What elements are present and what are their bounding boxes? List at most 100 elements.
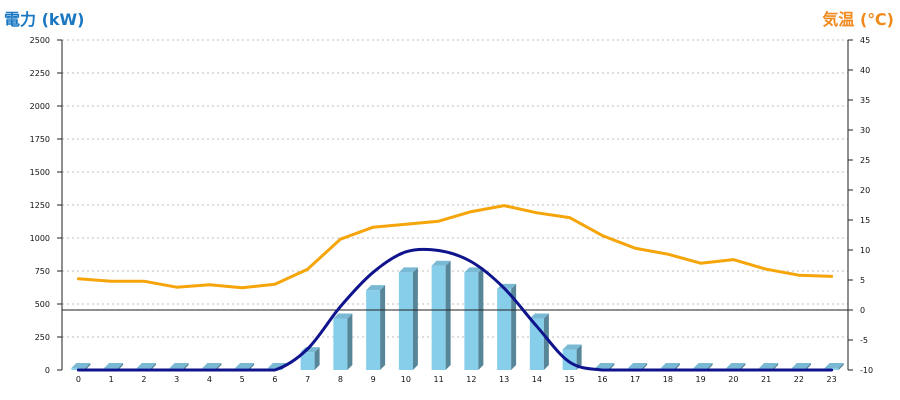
bar-top xyxy=(104,363,124,369)
x-axis-tick-label: 10 xyxy=(401,375,411,384)
bar-side xyxy=(543,313,549,370)
right-axis-tick-label: 35 xyxy=(860,96,870,105)
x-axis-tick-label: 11 xyxy=(434,375,444,384)
bar-side xyxy=(805,363,811,370)
bar-side xyxy=(249,363,255,370)
bar xyxy=(398,272,413,370)
generation-line xyxy=(76,247,834,372)
bar xyxy=(300,352,315,370)
bar-top xyxy=(628,363,648,369)
x-axis-tick-label: 19 xyxy=(696,375,706,384)
bar-side xyxy=(412,267,418,370)
bar-top xyxy=(136,363,156,369)
x-axis-tick-label: 3 xyxy=(174,375,179,384)
bar-side xyxy=(380,285,386,370)
bar-side xyxy=(838,363,844,370)
bar-top xyxy=(71,363,91,369)
bar xyxy=(497,288,512,370)
bar-top xyxy=(693,363,713,369)
left-axis-title: 電力 (kW) xyxy=(4,10,85,29)
right-axis-tick-label: 40 xyxy=(860,66,870,75)
bar-side xyxy=(445,260,451,370)
x-axis-tick-label: 22 xyxy=(794,375,804,384)
bar-side xyxy=(314,347,320,370)
bar-top xyxy=(595,363,615,369)
left-axis-tick-label: 0 xyxy=(45,366,50,375)
right-axis-tick-label: 10 xyxy=(860,246,870,255)
x-axis-tick-label: 15 xyxy=(565,375,575,384)
bar-top xyxy=(824,363,844,369)
left-axis-tick-label: 1000 xyxy=(30,234,50,243)
bar-side xyxy=(773,363,779,370)
left-axis-tick-label: 2500 xyxy=(30,36,50,45)
x-axis-tick-label: 1 xyxy=(109,375,114,384)
left-axis-tick-label: 2000 xyxy=(30,102,50,111)
x-axis-tick-label: 17 xyxy=(630,375,640,384)
x-axis-tick-label: 12 xyxy=(466,375,476,384)
right-axis-tick-label: 15 xyxy=(860,216,870,225)
bar-side xyxy=(609,363,615,370)
right-axis-tick-label: 5 xyxy=(860,276,865,285)
right-axis-tick-label: 0 xyxy=(860,306,865,315)
bar-top xyxy=(529,313,549,319)
bar-top xyxy=(660,363,680,369)
x-axis-tick-label: 13 xyxy=(499,375,509,384)
bar-side xyxy=(707,363,713,370)
right-axis-title: 気温 (℃) xyxy=(822,10,894,29)
bar-side xyxy=(183,363,189,370)
bar xyxy=(333,318,348,370)
bar-side xyxy=(511,283,517,370)
bar-side xyxy=(576,344,582,370)
bar-side xyxy=(150,363,156,370)
bar-side xyxy=(216,363,222,370)
right-axis-tick-label: 45 xyxy=(860,36,870,45)
bar-top xyxy=(202,363,222,369)
x-axis-tick-label: 23 xyxy=(827,375,837,384)
left-axis-tick-label: 1500 xyxy=(30,168,50,177)
bar-side xyxy=(347,313,353,370)
bar-side xyxy=(674,363,680,370)
right-axis-tick-label: 25 xyxy=(860,156,870,165)
bar-top xyxy=(726,363,746,369)
bar-side xyxy=(642,363,648,370)
bar-top xyxy=(464,267,484,273)
x-axis-tick-label: 18 xyxy=(663,375,673,384)
right-axis-tick-label: 30 xyxy=(860,126,870,135)
x-axis-tick-label: 9 xyxy=(371,375,376,384)
x-axis-tick-label: 14 xyxy=(532,375,542,384)
bar-top xyxy=(235,363,255,369)
x-axis-tick-label: 6 xyxy=(272,375,277,384)
right-axis-tick-label: 20 xyxy=(860,186,870,195)
right-axis-tick-label: -10 xyxy=(860,366,873,375)
bar-top xyxy=(759,363,779,369)
x-axis-tick-label: 2 xyxy=(141,375,146,384)
bar-top xyxy=(366,285,386,291)
x-axis-tick-label: 5 xyxy=(240,375,245,384)
left-axis-tick-label: 500 xyxy=(35,300,50,309)
bar xyxy=(431,265,446,370)
x-axis-tick-label: 0 xyxy=(76,375,81,384)
left-axis-tick-label: 250 xyxy=(35,333,50,342)
x-axis-tick-label: 8 xyxy=(338,375,343,384)
bar-top xyxy=(562,344,582,350)
right-axis-tick-label: -5 xyxy=(860,336,868,345)
x-axis-tick-label: 21 xyxy=(761,375,771,384)
left-axis-tick-label: 750 xyxy=(35,267,50,276)
bar-side xyxy=(478,267,484,370)
bar-side xyxy=(740,363,746,370)
bar-top xyxy=(169,363,189,369)
left-axis-tick-label: 1750 xyxy=(30,135,50,144)
left-axis-tick-label: 2250 xyxy=(30,69,50,78)
bar-top xyxy=(431,260,451,266)
x-axis-tick-label: 16 xyxy=(597,375,607,384)
x-axis-tick-label: 4 xyxy=(207,375,212,384)
x-axis-tick-label: 20 xyxy=(728,375,738,384)
bar-top xyxy=(398,267,418,273)
bar xyxy=(366,290,381,370)
bar-top xyxy=(791,363,811,369)
bar-top xyxy=(333,313,353,319)
temperature-line xyxy=(76,204,834,290)
bar xyxy=(464,272,479,370)
